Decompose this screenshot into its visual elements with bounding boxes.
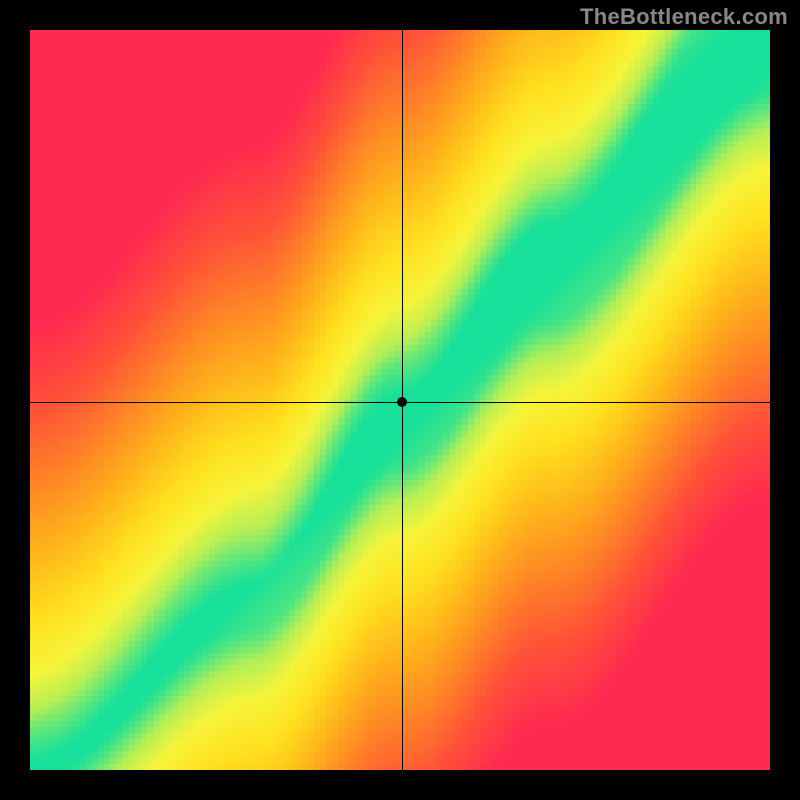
watermark-text: TheBottleneck.com xyxy=(580,4,788,30)
bottleneck-heatmap xyxy=(30,30,770,770)
crosshair-marker xyxy=(397,397,407,407)
